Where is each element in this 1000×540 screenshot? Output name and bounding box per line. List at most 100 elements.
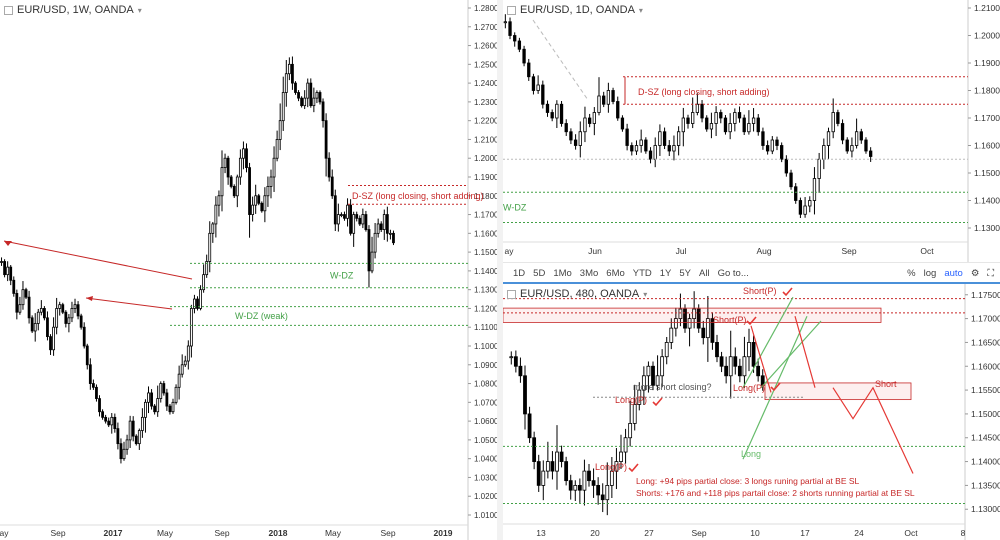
candle bbox=[728, 356, 733, 377]
candle bbox=[281, 92, 285, 122]
candle bbox=[128, 420, 132, 441]
pane-separator[interactable] bbox=[497, 0, 503, 540]
tf-6mo[interactable]: 6Mo bbox=[606, 267, 625, 279]
auto-toggle[interactable]: auto bbox=[944, 267, 963, 279]
candle bbox=[522, 48, 526, 64]
candle bbox=[737, 112, 742, 119]
daily-chart-pane[interactable]: 1.21000 1.20000 1.19000 1.18000 1.17000 1.160… bbox=[503, 0, 1000, 262]
time-tick-label: 17 bbox=[800, 528, 810, 538]
candle bbox=[284, 73, 288, 93]
caret-down-icon[interactable]: ▾ bbox=[638, 5, 643, 15]
candle bbox=[226, 157, 230, 178]
weekly-chart-pane[interactable]: 1.2800 1.2700 1.2600 1.2500 1.2400 1.2300 1.22… bbox=[0, 0, 497, 540]
h480-chart[interactable]: 1.17500 1.17000 1.16500 1.16000 1.15500 1.150… bbox=[503, 284, 1000, 540]
candle bbox=[687, 318, 692, 329]
candle bbox=[723, 117, 728, 133]
price-tick-label: 1.2000 bbox=[474, 154, 497, 163]
annotation-label: Long(P) bbox=[595, 462, 627, 472]
trendline bbox=[532, 19, 589, 101]
daily-chart[interactable]: 1.21000 1.20000 1.19000 1.18000 1.17000 1.160… bbox=[503, 0, 1000, 262]
price-tick-label: 1.14500 bbox=[971, 433, 1000, 443]
collapse-icon[interactable] bbox=[507, 289, 516, 299]
tf-all[interactable]: All bbox=[699, 267, 710, 279]
tf-3mo[interactable]: 3Mo bbox=[579, 267, 599, 279]
check-icon bbox=[782, 287, 793, 297]
candle bbox=[660, 356, 665, 377]
candle bbox=[513, 356, 518, 367]
price-tick-label: 1.1100 bbox=[474, 323, 497, 332]
fullscreen-icon[interactable]: ⛶ bbox=[987, 267, 994, 279]
candle bbox=[559, 451, 564, 462]
tf-1mo[interactable]: 1Mo bbox=[553, 267, 572, 279]
candle bbox=[503, 21, 507, 24]
candle bbox=[131, 420, 135, 437]
candle bbox=[321, 101, 325, 122]
time-tick-label: May bbox=[157, 528, 174, 538]
candle bbox=[644, 139, 648, 152]
candle bbox=[46, 317, 49, 338]
candle bbox=[67, 317, 71, 324]
price-tick-label: 1.13000 bbox=[971, 504, 1000, 514]
collapse-icon[interactable] bbox=[4, 5, 13, 15]
caret-down-icon[interactable]: ▾ bbox=[643, 289, 648, 299]
time-tick-label: Sep bbox=[380, 528, 395, 538]
tf-5d[interactable]: 5D bbox=[533, 267, 546, 279]
candle bbox=[536, 84, 540, 91]
candle bbox=[606, 90, 611, 105]
candle bbox=[294, 82, 297, 93]
tf-5y[interactable]: 5Y bbox=[679, 267, 692, 279]
candle bbox=[545, 103, 550, 113]
candle bbox=[275, 139, 279, 159]
percent-toggle[interactable]: % bbox=[907, 267, 916, 279]
candle bbox=[245, 148, 248, 169]
candle bbox=[523, 375, 527, 415]
candle bbox=[36, 311, 40, 324]
candle bbox=[715, 342, 719, 358]
weekly-chart[interactable]: 1.2800 1.2700 1.2600 1.2500 1.2400 1.2300 1.22… bbox=[0, 0, 497, 540]
h480-chart-pane[interactable]: 1.17500 1.17000 1.16500 1.16000 1.15500 1.150… bbox=[503, 284, 1000, 540]
candle bbox=[257, 195, 261, 204]
candle bbox=[578, 131, 582, 146]
candle bbox=[85, 345, 89, 366]
candle bbox=[260, 202, 264, 212]
annotation-label: more short closing? bbox=[633, 382, 712, 392]
caret-down-icon[interactable]: ▾ bbox=[137, 5, 142, 15]
goto-button[interactable]: Go to... bbox=[717, 267, 749, 279]
candle bbox=[508, 21, 512, 36]
candle bbox=[327, 157, 331, 178]
candle bbox=[183, 360, 187, 366]
candle bbox=[747, 342, 751, 358]
price-tick-label: 1.1000 bbox=[474, 342, 497, 351]
candle bbox=[756, 117, 760, 133]
timeframe-toolbar: 1D 5D 1Mo 3Mo 6Mo YTD 1Y 5Y All Go to...… bbox=[503, 262, 1000, 283]
candle bbox=[272, 157, 276, 178]
candle bbox=[0, 261, 3, 263]
candle bbox=[784, 158, 789, 174]
price-tick-label: 1.2600 bbox=[474, 42, 497, 51]
price-tick-label: 1.0900 bbox=[474, 361, 497, 370]
collapse-icon[interactable] bbox=[507, 5, 516, 15]
candle bbox=[300, 97, 304, 107]
candle bbox=[869, 150, 873, 157]
candle bbox=[513, 35, 517, 42]
price-tick-label: 1.17000 bbox=[974, 113, 1000, 123]
price-tick-label: 1.1800 bbox=[474, 192, 497, 201]
candle bbox=[392, 232, 395, 244]
tf-1y[interactable]: 1Y bbox=[659, 267, 672, 279]
price-tick-label: 1.16000 bbox=[971, 361, 1000, 371]
candle bbox=[202, 274, 206, 291]
tf-ytd[interactable]: YTD bbox=[632, 267, 652, 279]
candle bbox=[330, 176, 334, 197]
time-tick-label: Oct bbox=[904, 528, 918, 538]
tf-1d[interactable]: 1D bbox=[513, 267, 526, 279]
candle bbox=[555, 103, 559, 119]
candle bbox=[193, 298, 196, 309]
candle bbox=[518, 365, 523, 377]
gear-icon[interactable]: ⚙ bbox=[970, 267, 980, 279]
candle bbox=[263, 195, 267, 212]
h480-title: EUR/USD, 480, OANDA bbox=[520, 288, 640, 300]
candle bbox=[254, 195, 258, 206]
candle bbox=[376, 223, 380, 234]
log-toggle[interactable]: log bbox=[923, 267, 937, 279]
note-line-1: Long: +94 pips partial close: 3 longs ru… bbox=[636, 476, 860, 486]
